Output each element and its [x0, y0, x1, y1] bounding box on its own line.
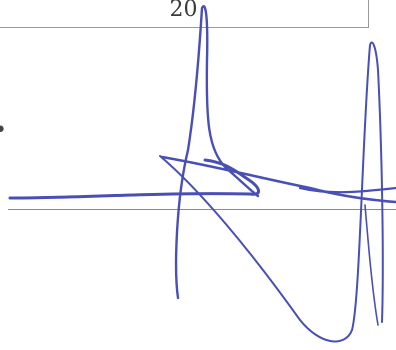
margin-mark: •	[0, 118, 7, 143]
signature-line	[8, 209, 396, 210]
form-cell: 20	[0, 0, 369, 28]
cell-value: 20	[169, 0, 198, 22]
